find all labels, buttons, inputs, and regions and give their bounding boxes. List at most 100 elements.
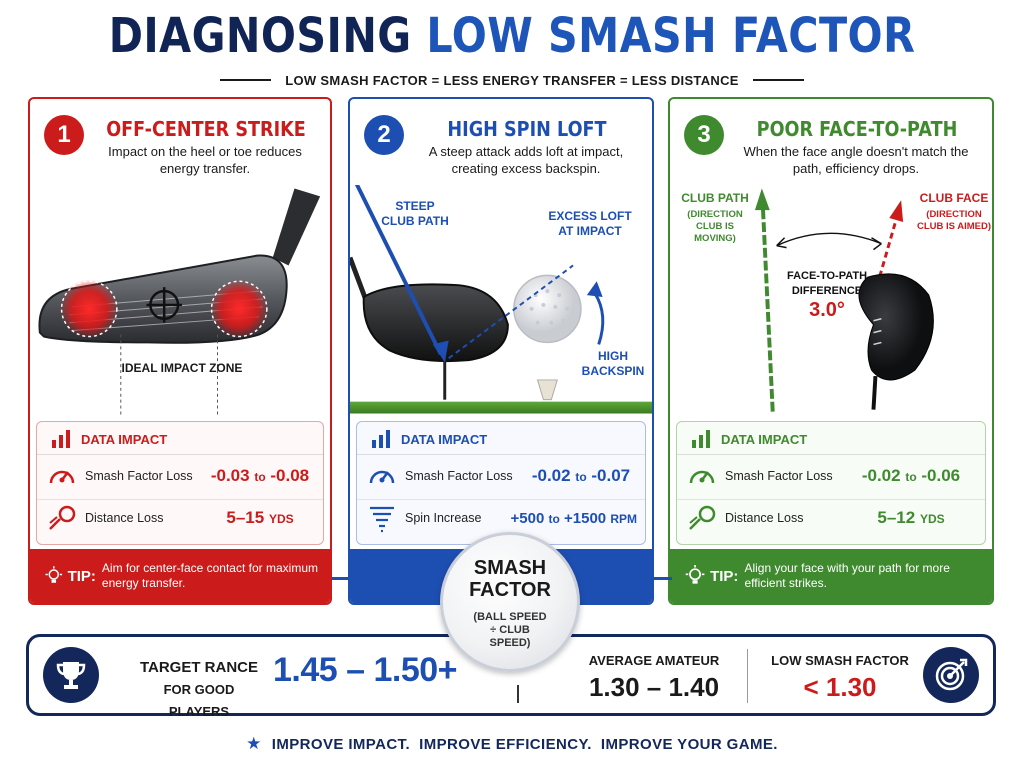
target-icon — [923, 647, 979, 703]
tip-text: Align your face with your path for more … — [744, 561, 950, 590]
badge-title-line-2: FACTOR — [469, 579, 551, 601]
face-to-path-difference-label: FACE-TO-PATH DIFFERENCE — [786, 270, 868, 297]
gauge-icon — [49, 470, 75, 484]
row-label: Distance Loss — [725, 511, 804, 525]
divider — [677, 454, 985, 455]
title-part-2: LOW SMASH FACTOR — [426, 8, 916, 64]
club-face-label: CLUB FACE — [919, 191, 989, 205]
card-description: Impact on the heel or toe reduces energy… — [108, 144, 302, 176]
club-face-sub-label: (DIRECTION CLUB IS AIMED) — [916, 209, 992, 232]
connector-line — [652, 577, 672, 580]
lightbulb-icon — [45, 566, 63, 583]
flying-ball-icon — [689, 505, 716, 530]
data-impact-panel: DATA IMPACT Smash Factor Loss -0.02 to -… — [356, 421, 646, 545]
data-impact-label: DATA IMPACT — [81, 431, 168, 447]
subtitle: LOW SMASH FACTOR = LESS ENERGY TRANSFER … — [285, 72, 739, 88]
divider — [37, 499, 323, 500]
card-high-spin-loft: 2 HIGH SPIN LOFT A steep attack adds lof… — [348, 97, 654, 605]
divider — [357, 454, 645, 455]
card-description: When the face angle doesn't match the pa… — [743, 144, 969, 176]
divider — [357, 499, 645, 500]
card-title: OFF-CENTER STRIKE — [106, 117, 306, 141]
card-poor-face-to-path: 3 POOR FACE-TO-PATH When the face angle … — [668, 97, 994, 605]
data-impact-header: DATA IMPACT — [691, 430, 807, 448]
bar-chart-icon — [372, 430, 390, 448]
target-range-title: TARGET RANCE — [139, 659, 259, 676]
backspin-label: HIGH BACKSPIN — [581, 349, 645, 378]
badge-title: SMASH FACTOR — [443, 557, 577, 601]
card-title: POOR FACE-TO-PATH — [756, 117, 958, 141]
face-to-path-value: 3.0° — [809, 299, 845, 321]
club-path-sub-label: (DIRECTION CLUB IS MOVING) — [687, 209, 743, 244]
divider — [747, 649, 748, 703]
ideal-impact-zone-label: IDEAL IMPACT ZONE — [121, 361, 243, 375]
row-value: 5–15 YDS — [226, 508, 294, 527]
divider — [517, 685, 519, 703]
subtitle-line-left — [220, 79, 272, 81]
row-value: -0.02 to -0.07 — [531, 466, 631, 485]
average-amateur: AVERAGE AMATEUR 1.30 – 1.40 — [569, 653, 739, 703]
gauge-icon — [689, 470, 715, 484]
tip-text: Aim for center-face contact for maximum … — [101, 561, 318, 590]
tip-label: TIP: — [67, 567, 96, 585]
data-impact-label: DATA IMPACT — [721, 431, 808, 447]
badge-formula: (BALL SPEED ÷ CLUB SPEED) — [473, 611, 547, 649]
row-value: +500 to +1500 RPM — [510, 509, 637, 527]
row-value: -0.02 to -0.06 — [861, 466, 961, 485]
face-to-path-illustration — [754, 188, 934, 412]
average-amateur-value: 1.30 – 1.40 — [588, 672, 720, 702]
trophy-icon — [43, 647, 99, 703]
card-number: 2 — [364, 115, 404, 155]
divider — [677, 499, 985, 500]
title-part-1: DIAGNOSING — [108, 8, 412, 64]
divider — [37, 454, 323, 455]
card-title: HIGH SPIN LOFT — [447, 117, 607, 141]
subtitle-row: LOW SMASH FACTOR = LESS ENERGY TRANSFER … — [220, 70, 804, 90]
footer-slogan: ★ IMPROVE IMPACT. IMPROVE EFFICIENCY. IMP… — [0, 734, 1024, 754]
steep-path-label: STEEP CLUB PATH — [381, 199, 449, 228]
card-number: 1 — [44, 115, 84, 155]
data-impact-label: DATA IMPACT — [401, 431, 488, 447]
club-face-illustration — [38, 188, 321, 415]
row-label: Smash Factor Loss — [85, 469, 193, 483]
row-label: Smash Factor Loss — [725, 469, 833, 483]
row-label: Spin Increase — [405, 511, 482, 525]
smash-factor-badge: SMASH FACTOR (BALL SPEED ÷ CLUB SPEED) — [440, 532, 580, 672]
excess-loft-label: EXCESS LOFT AT IMPACT — [548, 209, 632, 238]
footer-text: IMPROVE IMPACT. IMPROVE EFFICIENCY. IMPR… — [271, 736, 778, 753]
data-impact-header: DATA IMPACT — [371, 430, 487, 448]
data-row-distance-loss: Distance Loss 5–15 YDS — [47, 502, 315, 534]
average-amateur-label: AVERAGE AMATEUR — [588, 653, 720, 668]
data-row-smash-loss: Smash Factor Loss -0.03 to -0.08 — [47, 460, 315, 492]
tip-bar: TIP: Aim for center-face contact for max… — [30, 549, 330, 603]
target-range-label: TARGET RANCE FOR GOOD PLAYERS — [139, 657, 259, 723]
bar-chart-icon — [692, 430, 710, 448]
data-row-distance-loss: Distance Loss 5–12 YDS — [687, 502, 977, 534]
data-impact-panel: DATA IMPACT Smash Factor Loss -0.02 to -… — [676, 421, 986, 545]
data-impact-header: DATA IMPACT — [51, 430, 167, 448]
club-path-label: CLUB PATH — [681, 191, 749, 205]
card-off-center-strike: 1 OFF-CENTER STRIKE Impact on the heel o… — [28, 97, 332, 605]
low-smash-factor: LOW SMASH FACTOR < 1.30 — [755, 653, 925, 703]
tornado-icon — [370, 506, 394, 533]
target-range-value: 1.45 – 1.50+ — [273, 651, 458, 689]
star-icon: ★ — [246, 734, 262, 753]
data-impact-panel: DATA IMPACT Smash Factor Loss -0.03 to -… — [36, 421, 324, 545]
low-smash-factor-label: LOW SMASH FACTOR — [771, 653, 909, 668]
tip-bar: TIP: Align your face with your path for … — [670, 549, 992, 603]
lightbulb-icon — [685, 564, 705, 584]
subtitle-line-right — [752, 79, 804, 81]
data-row-smash-loss: Smash Factor Loss -0.02 to -0.07 — [367, 460, 637, 492]
row-value: -0.03 to -0.08 — [210, 466, 310, 485]
data-row-smash-loss: Smash Factor Loss -0.02 to -0.06 — [687, 460, 977, 492]
card-number: 3 — [684, 115, 724, 155]
tip-label: TIP: — [710, 567, 739, 585]
badge-title-line-1: SMASH — [473, 557, 547, 579]
page-title: DIAGNOSING LOW SMASH FACTOR — [72, 8, 953, 64]
bar-chart-icon — [52, 430, 70, 448]
connector-line — [332, 577, 352, 580]
flying-ball-icon — [49, 505, 76, 530]
row-label: Smash Factor Loss — [405, 469, 513, 483]
data-row-spin-increase: Spin Increase +500 to +1500 RPM — [367, 502, 637, 534]
low-smash-factor-value: < 1.30 — [803, 672, 877, 702]
